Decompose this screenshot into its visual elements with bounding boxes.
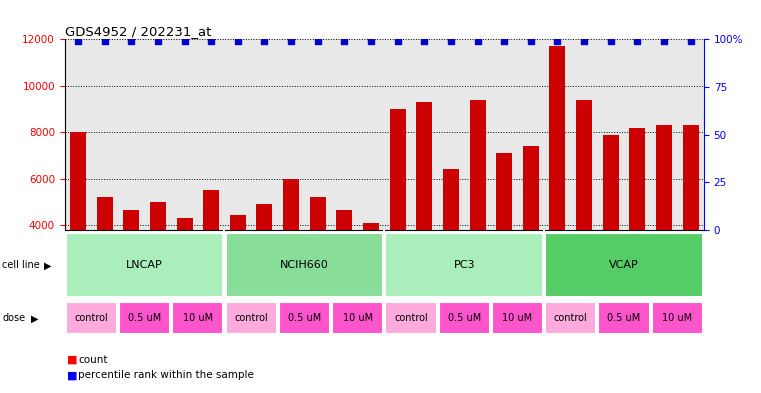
Bar [332,303,384,334]
Bar [496,153,512,318]
Bar [363,223,379,318]
Text: count: count [78,354,108,365]
Bar [390,109,406,318]
Bar [123,210,139,318]
Text: 10 uM: 10 uM [342,313,373,323]
Text: GSM1359761: GSM1359761 [260,231,269,283]
Bar [545,303,597,334]
Bar [336,210,352,318]
Bar [603,134,619,318]
Text: GSM1359774: GSM1359774 [127,231,135,283]
Bar [203,190,219,318]
Text: 0.5 uM: 0.5 uM [607,313,641,323]
Bar [416,102,432,318]
Text: VCAP: VCAP [609,260,639,270]
Bar [177,218,193,318]
Bar [549,46,565,318]
Bar [150,202,166,318]
Text: GSM1359783: GSM1359783 [527,231,535,283]
Text: GSM1359773: GSM1359773 [100,231,109,283]
Bar [492,303,543,334]
Bar [225,303,277,334]
Bar [598,303,650,334]
Text: GSM1359768: GSM1359768 [607,231,615,283]
Text: GDS4952 / 202231_at: GDS4952 / 202231_at [65,25,211,38]
Text: GSM1359781: GSM1359781 [473,231,482,282]
Text: GSM1359776: GSM1359776 [180,231,189,283]
Text: GSM1359764: GSM1359764 [340,231,349,283]
Bar [97,197,113,318]
Text: percentile rank within the sample: percentile rank within the sample [78,370,254,380]
Text: control: control [554,313,587,323]
Text: 0.5 uM: 0.5 uM [128,313,161,323]
Bar [545,233,703,297]
Text: GSM1359767: GSM1359767 [580,231,588,283]
Text: 10 uM: 10 uM [183,313,213,323]
Text: GSM1359765: GSM1359765 [367,231,375,283]
Bar [65,303,117,334]
Bar [576,100,592,318]
Bar [283,179,299,318]
Text: 0.5 uM: 0.5 uM [447,313,481,323]
Bar [172,303,224,334]
Text: GSM1359775: GSM1359775 [154,231,162,283]
Text: ▶: ▶ [31,313,39,323]
Bar [65,233,224,297]
Text: GSM1359760: GSM1359760 [234,231,242,283]
Text: GSM1359777: GSM1359777 [207,231,215,283]
Bar [279,303,330,334]
Bar [256,204,272,318]
Bar [310,197,326,318]
Text: control: control [234,313,268,323]
Bar [438,303,490,334]
Bar [385,233,543,297]
Bar [629,128,645,318]
Text: LNCAP: LNCAP [126,260,163,270]
Text: GSM1359762: GSM1359762 [287,231,295,283]
Text: ■: ■ [67,370,78,380]
Bar [70,132,86,318]
Text: 10 uM: 10 uM [662,313,693,323]
Bar [119,303,170,334]
Bar [656,125,672,318]
Text: control: control [75,313,108,323]
Bar [523,146,539,318]
Text: GSM1359778: GSM1359778 [393,231,402,283]
Text: 10 uM: 10 uM [502,313,533,323]
Text: ▶: ▶ [44,260,52,270]
Bar [683,125,699,318]
Text: GSM1359769: GSM1359769 [633,231,642,283]
Bar [230,215,246,318]
Bar [470,100,486,318]
Text: GSM1359771: GSM1359771 [686,231,695,283]
Bar [651,303,703,334]
Bar [385,303,437,334]
Bar [443,169,459,318]
Bar [225,233,384,297]
Text: GSM1359782: GSM1359782 [500,231,508,282]
Text: PC3: PC3 [454,260,475,270]
Text: control: control [394,313,428,323]
Text: cell line: cell line [2,260,40,270]
Text: GSM1359780: GSM1359780 [447,231,455,283]
Text: GSM1359766: GSM1359766 [553,231,562,283]
Text: dose: dose [2,313,25,323]
Text: GSM1359770: GSM1359770 [660,231,668,283]
Text: ■: ■ [67,354,78,365]
Text: GSM1359772: GSM1359772 [74,231,82,283]
Text: NCIH660: NCIH660 [280,260,329,270]
Text: GSM1359779: GSM1359779 [420,231,428,283]
Text: 0.5 uM: 0.5 uM [288,313,321,323]
Text: GSM1359763: GSM1359763 [314,231,322,283]
